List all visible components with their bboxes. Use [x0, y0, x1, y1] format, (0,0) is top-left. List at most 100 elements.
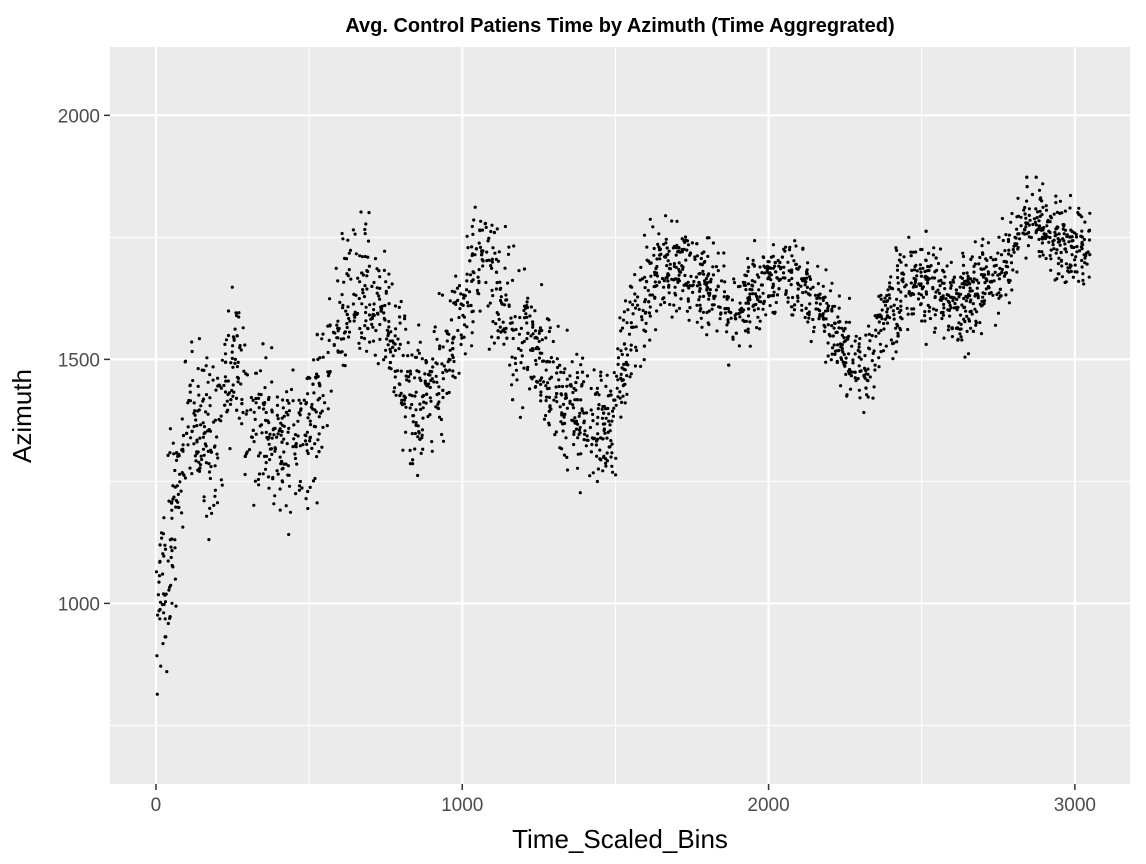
data-point [1002, 259, 1006, 264]
data-point [259, 423, 264, 427]
data-point [428, 385, 432, 389]
data-point [513, 356, 517, 360]
data-point [1045, 220, 1050, 224]
data-point [628, 300, 632, 304]
data-point [223, 390, 228, 394]
x-axis-ticks: 0 1000 2000 3000 [151, 784, 1096, 816]
data-point [928, 265, 932, 269]
data-point [494, 257, 498, 261]
data-point [959, 327, 963, 331]
data-point [771, 243, 776, 247]
data-point [174, 498, 178, 503]
data-point [1082, 237, 1086, 242]
data-point [854, 334, 858, 338]
data-point [969, 326, 973, 330]
data-point [966, 352, 971, 356]
data-point [837, 348, 841, 353]
data-point [873, 368, 877, 372]
data-point [160, 602, 165, 607]
data-point [622, 362, 626, 366]
data-point [568, 374, 572, 378]
data-point [514, 327, 518, 332]
data-point [636, 295, 640, 299]
data-point [549, 407, 553, 411]
data-point [851, 361, 855, 365]
data-point [984, 277, 988, 281]
data-point [614, 456, 618, 460]
data-point [441, 377, 445, 381]
data-point [1012, 250, 1016, 254]
data-point [772, 311, 777, 315]
data-point [697, 272, 701, 276]
data-point [371, 313, 375, 317]
data-point [680, 250, 684, 254]
data-point [192, 401, 196, 405]
data-point [487, 236, 491, 240]
data-point [932, 276, 937, 280]
data-point [559, 370, 563, 374]
data-point [963, 320, 967, 324]
data-point [373, 257, 378, 261]
data-point [657, 280, 661, 284]
data-point [968, 294, 972, 298]
data-point [972, 277, 976, 281]
data-point [821, 284, 825, 288]
data-point [596, 467, 601, 471]
data-point [243, 343, 247, 347]
data-point [606, 430, 610, 434]
data-point [904, 263, 908, 267]
data-point [423, 372, 427, 376]
data-point [481, 259, 485, 263]
data-point [532, 375, 536, 379]
data-point [545, 317, 550, 321]
data-point [528, 387, 532, 391]
data-point [440, 362, 444, 366]
data-point [451, 369, 455, 373]
data-point [999, 253, 1004, 257]
data-point [805, 272, 809, 276]
data-point [848, 387, 853, 391]
data-point [505, 298, 509, 302]
data-point [297, 488, 301, 492]
data-point [186, 425, 190, 429]
data-point [367, 313, 372, 317]
data-point [289, 387, 294, 392]
data-point [179, 489, 183, 493]
data-point [394, 393, 398, 397]
data-point [318, 396, 322, 400]
data-point [892, 317, 896, 321]
data-point [1000, 216, 1005, 221]
data-point [293, 456, 298, 461]
data-point [287, 409, 291, 413]
data-point [588, 474, 592, 478]
data-point [595, 422, 599, 426]
data-point [927, 309, 931, 313]
data-point [786, 300, 790, 304]
data-point [578, 425, 582, 430]
data-point [629, 343, 633, 347]
data-point [502, 327, 506, 331]
data-point [404, 374, 408, 378]
data-point [400, 398, 404, 402]
data-point [804, 306, 808, 310]
data-point [844, 372, 848, 376]
data-point [936, 261, 941, 266]
data-point [870, 359, 874, 363]
data-point [419, 451, 423, 455]
data-point [154, 570, 159, 574]
data-point [565, 328, 569, 332]
data-point [939, 295, 943, 299]
data-point [565, 377, 569, 381]
data-point [809, 339, 813, 344]
data-point [706, 254, 710, 258]
data-point [690, 241, 695, 245]
data-point [627, 332, 632, 336]
data-point [891, 287, 895, 291]
data-point [605, 436, 609, 440]
data-point [629, 348, 633, 352]
data-point [790, 254, 794, 258]
data-point [563, 412, 567, 416]
data-point [555, 357, 559, 361]
data-points [154, 175, 1092, 696]
data-point [234, 311, 238, 315]
